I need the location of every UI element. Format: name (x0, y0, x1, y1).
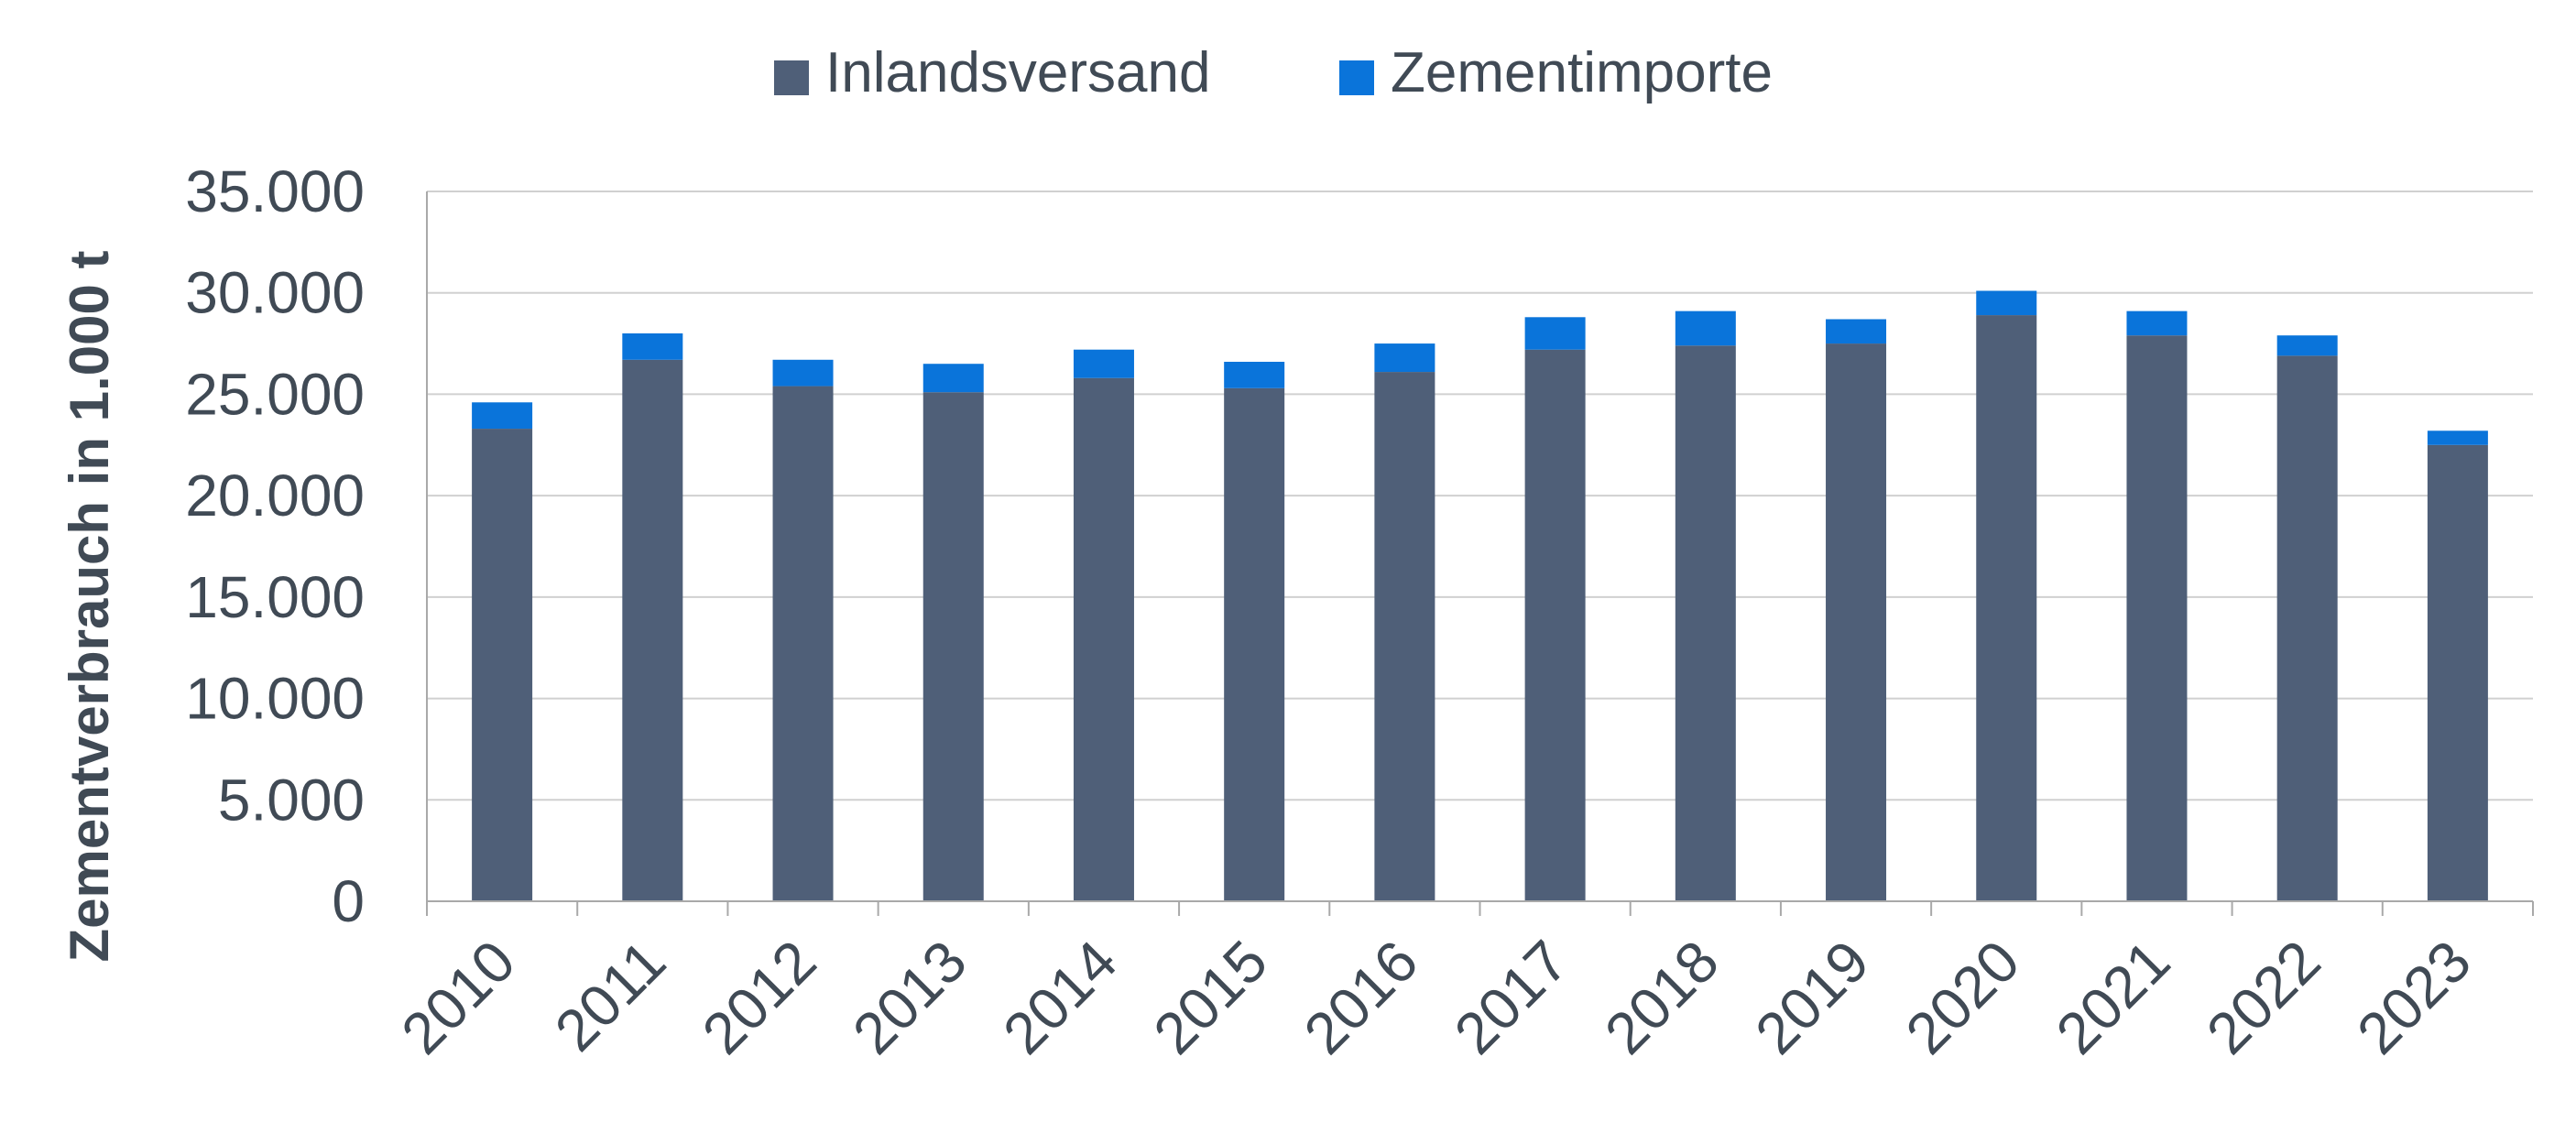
y-tick-label: 10.000 (185, 666, 365, 732)
x-tick-label: 2013 (840, 928, 979, 1067)
bar-inlandsversand-2020 (1976, 315, 2037, 902)
bars (472, 290, 2488, 902)
bar-inlandsversand-2010 (472, 429, 533, 902)
x-tick-label: 2015 (1141, 928, 1280, 1067)
bar-zementimporte-2020 (1976, 290, 2037, 316)
x-tick-label: 2018 (1592, 928, 1731, 1067)
x-tick-label: 2016 (1292, 928, 1431, 1067)
bar-zementimporte-2011 (622, 333, 683, 360)
bar-inlandsversand-2023 (2427, 444, 2488, 901)
bar-inlandsversand-2017 (1524, 349, 1586, 901)
grid (426, 191, 2533, 901)
bar-inlandsversand-2011 (622, 359, 683, 901)
bar-zementimporte-2019 (1826, 319, 1887, 344)
bar-inlandsversand-2016 (1374, 372, 1435, 902)
x-tick-label: 2014 (990, 928, 1130, 1067)
legend-swatch-zementimporte (1339, 60, 1374, 95)
bar-zementimporte-2021 (2126, 310, 2188, 336)
bar-zementimporte-2023 (2427, 430, 2488, 445)
y-tick-label: 25.000 (185, 361, 365, 427)
x-tick-label: 2019 (1742, 928, 1882, 1067)
x-axis: 2010 2011 2012 2013 2014 2015 2016 2017 2018 2019… (388, 900, 2534, 1067)
legend-label-zementimporte: Zementimporte (1391, 41, 1773, 104)
x-tick-label: 2011 (542, 928, 678, 1063)
legend-swatch-inlandsversand (774, 60, 809, 95)
bar-zementimporte-2017 (1524, 317, 1586, 350)
bar-zementimporte-2010 (472, 402, 533, 430)
bar-zementimporte-2018 (1675, 310, 1736, 346)
bar-zementimporte-2013 (922, 364, 984, 393)
y-tick-label: 35.000 (185, 158, 365, 224)
y-tick-label: 20.000 (185, 463, 365, 528)
x-tick-label: 2012 (690, 928, 829, 1067)
y-tick-label: 0 (332, 868, 365, 934)
bar-inlandsversand-2021 (2126, 335, 2188, 901)
legend-label-inlandsversand: Inlandsversand (825, 41, 1211, 104)
y-axis-label: Zementverbrauch in 1.000 t (59, 251, 120, 963)
x-tick-label: 2020 (1894, 928, 2033, 1067)
bar-inlandsversand-2014 (1073, 377, 1134, 901)
x-tick-label: 2017 (1442, 928, 1581, 1067)
y-axis-ticks: 0 5.000 10.000 15.000 20.000 25.000 30.000 35.0… (185, 158, 365, 934)
bar-zementimporte-2014 (1073, 349, 1134, 378)
x-tick-label: 2022 (2194, 928, 2333, 1067)
bar-inlandsversand-2019 (1826, 343, 1887, 902)
bar-inlandsversand-2022 (2276, 355, 2338, 901)
bar-inlandsversand-2013 (922, 392, 984, 901)
y-tick-label: 30.000 (185, 260, 365, 326)
y-tick-label: 15.000 (185, 564, 365, 630)
legend: Inlandsversand Zementimporte (774, 41, 1773, 104)
bar-inlandsversand-2015 (1224, 387, 1285, 901)
x-tick-label: 2010 (388, 928, 528, 1067)
bar-zementimporte-2016 (1374, 343, 1435, 373)
bar-zementimporte-2022 (2276, 335, 2338, 356)
x-tick-label: 2021 (2044, 928, 2183, 1067)
bar-zementimporte-2012 (772, 359, 834, 387)
bar-inlandsversand-2012 (772, 386, 834, 902)
bar-zementimporte-2015 (1224, 362, 1285, 388)
bar-inlandsversand-2018 (1675, 345, 1736, 901)
y-tick-label: 5.000 (218, 767, 365, 833)
x-tick-label: 2023 (2344, 928, 2483, 1067)
